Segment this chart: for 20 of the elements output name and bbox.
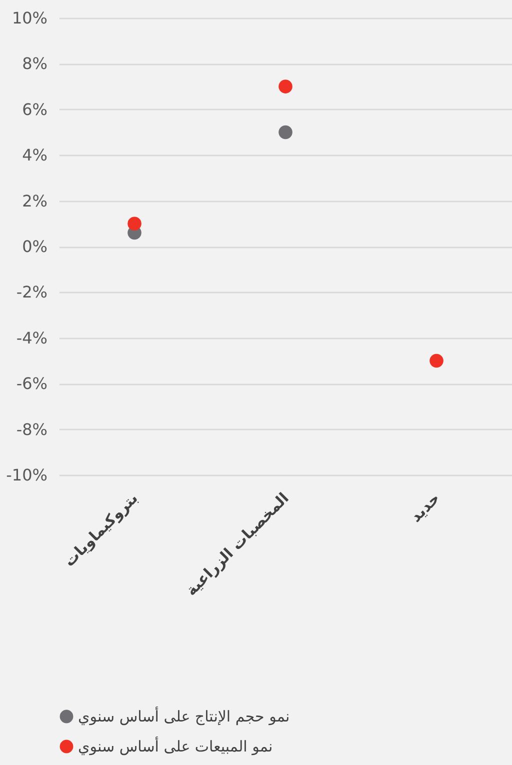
x-tick-label: المخصبات الزراعية — [182, 489, 292, 600]
y-tick-label: 2% — [22, 191, 48, 210]
point — [128, 216, 142, 231]
y-tick-label: 0% — [22, 237, 48, 256]
point — [278, 125, 292, 140]
y-tick-label: -2% — [16, 282, 48, 302]
y-tick-label: 4% — [22, 146, 48, 165]
x-tick-label: بتروكيماويات — [60, 489, 142, 570]
point — [430, 354, 444, 368]
y-tick-label: 8% — [22, 54, 48, 74]
y-tick-label: 6% — [22, 100, 48, 119]
legend-label: نمو المبيعات على أساس سنوي — [78, 736, 273, 756]
legend-label: نمو حجم الإنتاج على أساس سنوي — [78, 706, 290, 726]
y-tick-label: 10% — [12, 8, 48, 28]
y-tick-label: -6% — [16, 374, 48, 394]
y-tick-label: -10% — [6, 466, 48, 484]
x-tick-label: حديد — [406, 489, 444, 526]
y-tick-label: -8% — [16, 420, 48, 439]
y-tick-label: -4% — [16, 328, 48, 348]
point — [278, 80, 292, 94]
